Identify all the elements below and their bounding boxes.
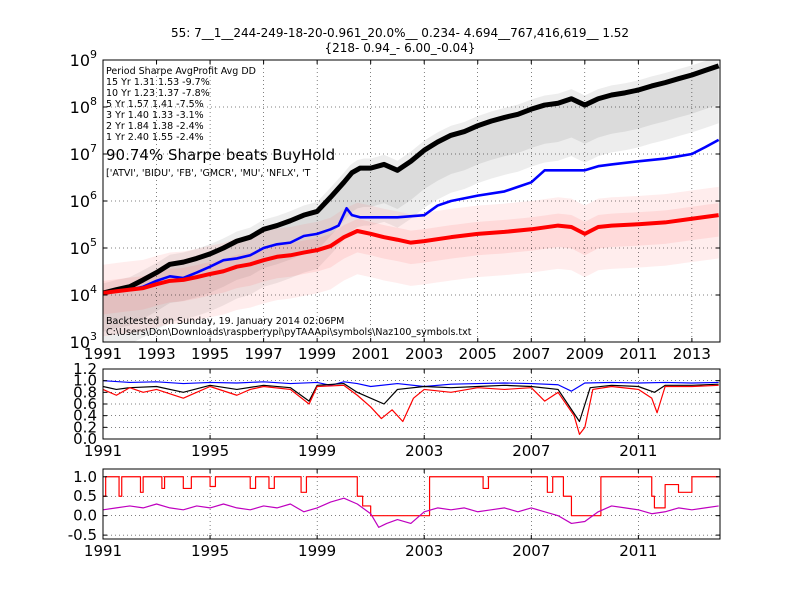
value-series-line-1 — [103, 138, 720, 295]
x-tick-label: 2003 — [405, 542, 443, 560]
x-tick-label: 2007 — [512, 345, 550, 363]
grey-band-inner — [103, 68, 719, 332]
x-tick-label: 1997 — [245, 345, 283, 363]
x-tick-label: 1993 — [137, 345, 175, 363]
grey-band-outer — [103, 60, 719, 342]
x-tick-label: 2003 — [405, 345, 443, 363]
y-tick-label: 0.8 — [73, 383, 97, 401]
stats-row-2yr: 2 Yr 1.84 1.38 -2.4% — [106, 121, 204, 132]
value-series-line-0 — [103, 63, 720, 296]
y-tick-label: 1.2 — [73, 360, 97, 378]
chart-title-line-1: 55: 7__1__244-249-18-20-0.961_20.0%__ 0.… — [170, 26, 630, 40]
ratio-series-line-0 — [103, 380, 719, 392]
stats-row-15yr: 15 Yr 1.31 1.53 -9.7% — [106, 77, 210, 88]
signal-axes-frame — [102, 468, 721, 540]
signal-series-line-0 — [103, 476, 719, 517]
x-tick-label: 1995 — [191, 345, 229, 363]
value-series-line-2 — [103, 213, 719, 296]
x-tick-label: 2011 — [619, 542, 657, 560]
x-tick-label: 2003 — [405, 442, 443, 460]
y-tick-label: 0.0 — [73, 507, 97, 525]
x-tick-label: 2009 — [566, 345, 604, 363]
y-tick-label: 1.0 — [73, 468, 97, 486]
ratio-series-line-2 — [103, 384, 719, 435]
y-tick-label: 109 — [70, 48, 97, 70]
y-tick-label: 0.4 — [73, 407, 97, 425]
y-tick-label: 0.5 — [73, 487, 97, 505]
stats-row-5yr: 5 Yr 1.57 1.41 -7.5% — [106, 99, 204, 110]
x-tick-label: 2007 — [512, 542, 550, 560]
y-tick-label: 108 — [70, 95, 97, 117]
x-tick-label: 1991 — [84, 442, 122, 460]
red-band-inner — [103, 203, 719, 315]
x-tick-label: 1995 — [191, 442, 229, 460]
x-tick-label: 1999 — [298, 442, 336, 460]
y-tick-label: 103 — [70, 330, 97, 352]
y-tick-label: 106 — [70, 189, 97, 211]
chart-title-line-2: {218- 0.94_- 6.00_-0.04} — [324, 41, 476, 55]
stats-header: Period Sharpe AvgProfit Avg DD — [106, 66, 256, 77]
x-tick-label: 2001 — [352, 345, 390, 363]
x-tick-label: 2011 — [619, 442, 657, 460]
y-tick-label: -0.5 — [68, 526, 97, 544]
y-tick-label: 105 — [70, 236, 97, 258]
x-tick-label: 1991 — [84, 345, 122, 363]
x-tick-label: 2005 — [459, 345, 497, 363]
y-tick-label: 0.6 — [73, 395, 97, 413]
x-tick-label: 2007 — [512, 442, 550, 460]
x-tick-label: 2011 — [619, 345, 657, 363]
x-tick-label: 1999 — [298, 542, 336, 560]
ratio-series-line-1 — [103, 382, 719, 423]
x-tick-label: 1995 — [191, 542, 229, 560]
y-tick-label: 107 — [70, 142, 97, 164]
y-tick-label: 104 — [70, 283, 97, 305]
x-tick-label: 1999 — [298, 345, 336, 363]
symbols-file-path: C:\Users\Don\Downloads\raspberrypi\pyTAA… — [106, 327, 472, 338]
stats-row-10yr: 10 Yr 1.23 1.37 -7.8% — [106, 88, 210, 99]
signal-series-line-1 — [103, 497, 719, 528]
stats-row-1yr: 1 Yr 2.40 1.55 -2.4% — [106, 132, 204, 143]
stats-row-3yr: 3 Yr 1.40 1.33 -3.1% — [106, 110, 204, 121]
x-tick-label: 2013 — [673, 345, 711, 363]
y-tick-label: 0.2 — [73, 418, 97, 436]
y-tick-label: 1.0 — [73, 372, 97, 390]
x-tick-label: 1991 — [84, 542, 122, 560]
y-tick-label: 0.0 — [73, 430, 97, 448]
red-band-outer — [103, 186, 719, 337]
symbols-text: ['ATVI', 'BIDU', 'FB', 'GMCR', 'MU', 'NF… — [106, 168, 311, 179]
sharpe-beats-text: 90.74% Sharpe beats BuyHold — [106, 146, 335, 164]
backtest-date-text: Backtested on Sunday, 19. January 2014 0… — [106, 316, 344, 327]
